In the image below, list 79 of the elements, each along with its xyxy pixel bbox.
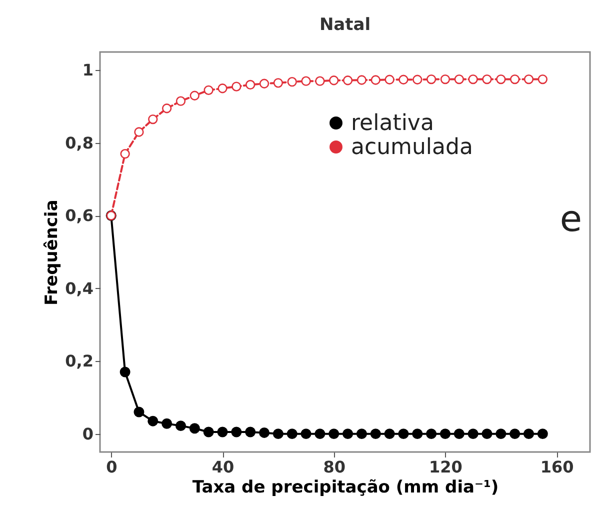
point bbox=[496, 428, 506, 440]
x-tick-label: 0 bbox=[106, 458, 118, 476]
point bbox=[189, 423, 200, 434]
point bbox=[259, 78, 270, 88]
point bbox=[148, 416, 158, 426]
point bbox=[259, 427, 270, 438]
point bbox=[148, 114, 158, 124]
point bbox=[384, 428, 395, 440]
legend-label: relativa bbox=[351, 111, 434, 136]
point bbox=[120, 366, 130, 378]
point bbox=[454, 428, 464, 440]
point bbox=[524, 428, 534, 440]
y-tick-label: 0,2 bbox=[65, 352, 94, 371]
x-tick-label: 80 bbox=[323, 458, 346, 476]
y-tick-label: 1 bbox=[82, 60, 94, 80]
point bbox=[301, 76, 311, 86]
point bbox=[412, 428, 423, 440]
point bbox=[356, 428, 367, 440]
point bbox=[398, 74, 408, 84]
point bbox=[329, 76, 339, 86]
point bbox=[468, 74, 478, 84]
point bbox=[300, 428, 312, 440]
point bbox=[440, 74, 450, 84]
point bbox=[510, 74, 520, 84]
point bbox=[287, 76, 297, 87]
chart-title: Natal bbox=[319, 15, 371, 35]
point bbox=[510, 428, 520, 440]
point bbox=[246, 80, 256, 90]
point bbox=[314, 428, 326, 440]
point bbox=[273, 78, 284, 88]
point bbox=[120, 148, 130, 159]
point bbox=[203, 426, 214, 438]
point bbox=[342, 76, 353, 86]
y-tick-label: 0,8 bbox=[65, 133, 94, 152]
point bbox=[538, 74, 548, 84]
point bbox=[537, 428, 548, 440]
point bbox=[217, 426, 228, 438]
point bbox=[272, 428, 284, 440]
point bbox=[190, 90, 200, 100]
point bbox=[232, 82, 242, 92]
y-tick-label: 0 bbox=[82, 424, 94, 444]
point bbox=[370, 75, 380, 85]
point bbox=[384, 74, 394, 84]
x-tick-label: 40 bbox=[212, 458, 234, 476]
x-axis-title: Taxa de precipitação (mm dia⁻¹) bbox=[192, 478, 499, 498]
legend-label: acumulada bbox=[351, 135, 473, 160]
point bbox=[286, 428, 298, 440]
point bbox=[176, 96, 186, 106]
point bbox=[162, 418, 172, 429]
point bbox=[134, 127, 144, 137]
point bbox=[468, 428, 478, 440]
point bbox=[440, 428, 450, 440]
y-tick-label: 0,6 bbox=[65, 206, 94, 226]
point bbox=[342, 428, 354, 440]
point bbox=[482, 428, 492, 440]
point bbox=[412, 74, 422, 84]
point bbox=[162, 104, 172, 114]
point bbox=[454, 74, 464, 84]
x-tick-label: 120 bbox=[429, 458, 462, 476]
y-tick-label: 0,4 bbox=[65, 278, 94, 298]
point bbox=[218, 84, 228, 94]
point bbox=[134, 406, 144, 418]
point bbox=[398, 428, 409, 440]
point bbox=[426, 74, 436, 84]
point bbox=[245, 426, 256, 438]
point bbox=[231, 426, 242, 438]
point bbox=[315, 76, 325, 86]
annotation: e bbox=[560, 199, 582, 240]
point bbox=[426, 428, 437, 440]
point bbox=[175, 420, 186, 432]
point bbox=[524, 74, 534, 84]
point bbox=[204, 85, 214, 96]
point bbox=[370, 428, 381, 440]
x-tick-label: 160 bbox=[540, 458, 574, 476]
point bbox=[328, 428, 340, 440]
y-axis-title: Frequência bbox=[42, 200, 62, 306]
point bbox=[482, 74, 492, 84]
point bbox=[356, 75, 367, 85]
point bbox=[496, 74, 506, 84]
